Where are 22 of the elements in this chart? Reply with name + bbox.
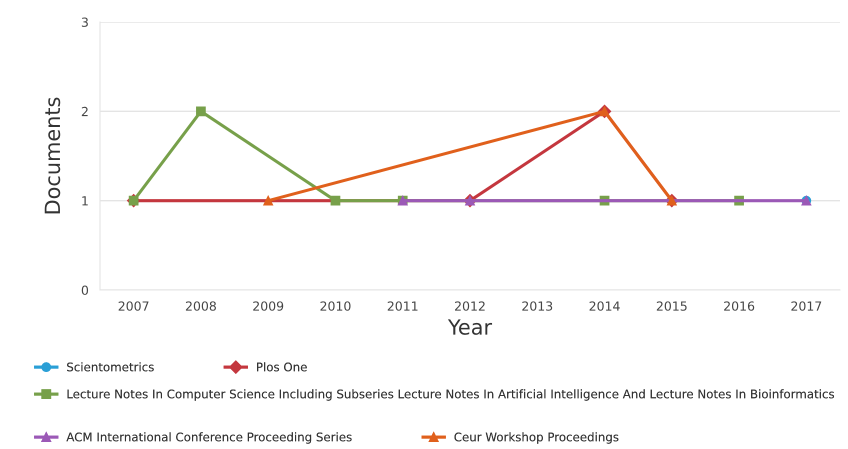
x-tick-label: 2009 [253,301,284,311]
x-tick-label: 2013 [522,301,552,311]
y-axis-title: Documents [44,98,60,214]
legend-label: ACM International Conference Proceeding Series [66,432,352,444]
y-tick-label: 1 [82,196,88,206]
x-tick-label: 2012 [455,301,485,311]
legend-label: Scientometrics [67,362,154,372]
y-tick-label: 3 [82,17,88,27]
x-tick-label: 2007 [118,301,148,311]
x-tick-label: 2014 [590,301,620,311]
x-tick-label: 2011 [388,301,418,311]
x-tick-label: 2008 [186,301,216,311]
y-tick-label: 0 [82,285,88,295]
x-tick-label: 2017 [791,301,822,311]
legend-label: Plos One [257,362,307,372]
legend-label: Ceur Workshop Proceedings [454,432,618,444]
x-axis-title: Year [448,319,492,335]
legend-label: Lecture Notes In Computer Science Including Subseries Lecture Notes In Artificial Intelligence And Lecture Notes In Bioinformatics [67,389,834,401]
y-tick-label: 2 [82,106,88,116]
x-tick-label: 2015 [656,301,687,311]
x-tick-label: 2016 [724,301,754,311]
x-tick-label: 2010 [320,301,351,311]
